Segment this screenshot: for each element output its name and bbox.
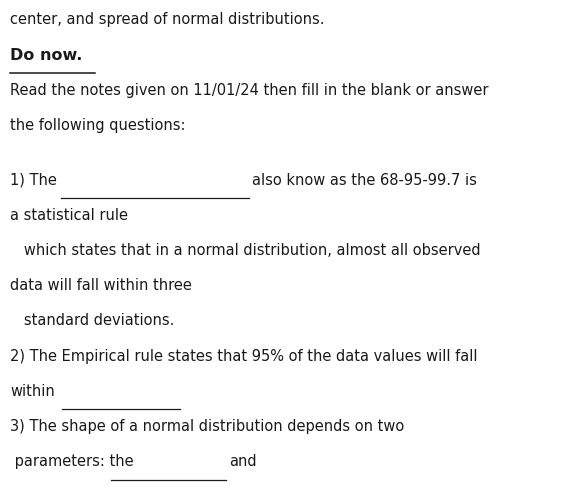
Text: parameters: the: parameters: the xyxy=(10,454,134,469)
Text: a statistical rule: a statistical rule xyxy=(10,208,128,223)
Text: within: within xyxy=(10,384,55,399)
Text: data will fall within three: data will fall within three xyxy=(10,278,192,293)
Text: and: and xyxy=(229,454,256,469)
Text: the following questions:: the following questions: xyxy=(10,118,186,133)
Text: also know as the 68-95-99.7 is: also know as the 68-95-99.7 is xyxy=(252,173,476,187)
Text: Do now.: Do now. xyxy=(10,48,83,62)
Text: Read the notes given on 11/01/24 then fill in the blank or answer: Read the notes given on 11/01/24 then fi… xyxy=(10,83,489,98)
Text: standard deviations.: standard deviations. xyxy=(10,313,174,328)
Text: 2) The Empirical rule states that 95% of the data values will fall: 2) The Empirical rule states that 95% of… xyxy=(10,349,478,364)
Text: 1) The: 1) The xyxy=(10,173,57,187)
Text: 3) The shape of a normal distribution depends on two: 3) The shape of a normal distribution de… xyxy=(10,419,404,434)
Text: center, and spread of normal distributions.: center, and spread of normal distributio… xyxy=(10,12,325,27)
Text: which states that in a normal distribution, almost all observed: which states that in a normal distributi… xyxy=(10,243,481,258)
